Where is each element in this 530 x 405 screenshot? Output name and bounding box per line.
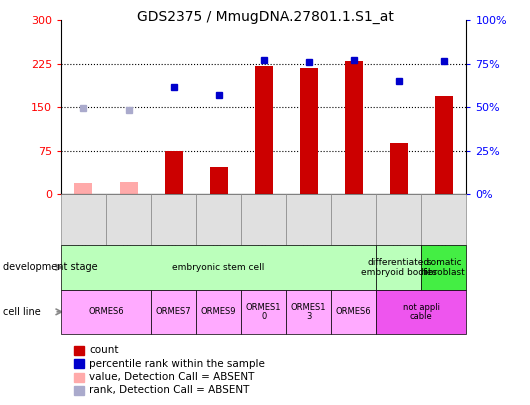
Text: ORMES1
3: ORMES1 3 xyxy=(291,303,326,321)
Text: development stage: development stage xyxy=(3,262,98,272)
Text: count: count xyxy=(89,345,119,355)
Text: ORMES6: ORMES6 xyxy=(336,307,372,316)
Bar xyxy=(74,183,92,194)
Text: somatic
fibroblast: somatic fibroblast xyxy=(422,258,465,277)
Text: ORMES9: ORMES9 xyxy=(201,307,236,316)
Text: ORMES1
0: ORMES1 0 xyxy=(246,303,281,321)
Bar xyxy=(209,166,228,194)
Text: rank, Detection Call = ABSENT: rank, Detection Call = ABSENT xyxy=(89,386,250,395)
Bar xyxy=(344,61,363,194)
Text: ORMES6: ORMES6 xyxy=(88,307,124,316)
Text: embryonic stem cell: embryonic stem cell xyxy=(172,263,265,272)
Bar xyxy=(300,68,318,194)
Bar xyxy=(390,143,408,194)
Bar xyxy=(164,151,182,194)
Text: percentile rank within the sample: percentile rank within the sample xyxy=(89,359,265,369)
Bar xyxy=(254,66,272,194)
Text: differentiated
embryoid bodies: differentiated embryoid bodies xyxy=(361,258,437,277)
Text: not appli
cable: not appli cable xyxy=(403,303,440,321)
Text: value, Detection Call = ABSENT: value, Detection Call = ABSENT xyxy=(89,372,254,382)
Bar xyxy=(119,181,137,194)
Text: ORMES7: ORMES7 xyxy=(156,307,191,316)
Text: cell line: cell line xyxy=(3,307,40,317)
Bar xyxy=(435,96,453,194)
Text: GDS2375 / MmugDNA.27801.1.S1_at: GDS2375 / MmugDNA.27801.1.S1_at xyxy=(137,10,393,24)
